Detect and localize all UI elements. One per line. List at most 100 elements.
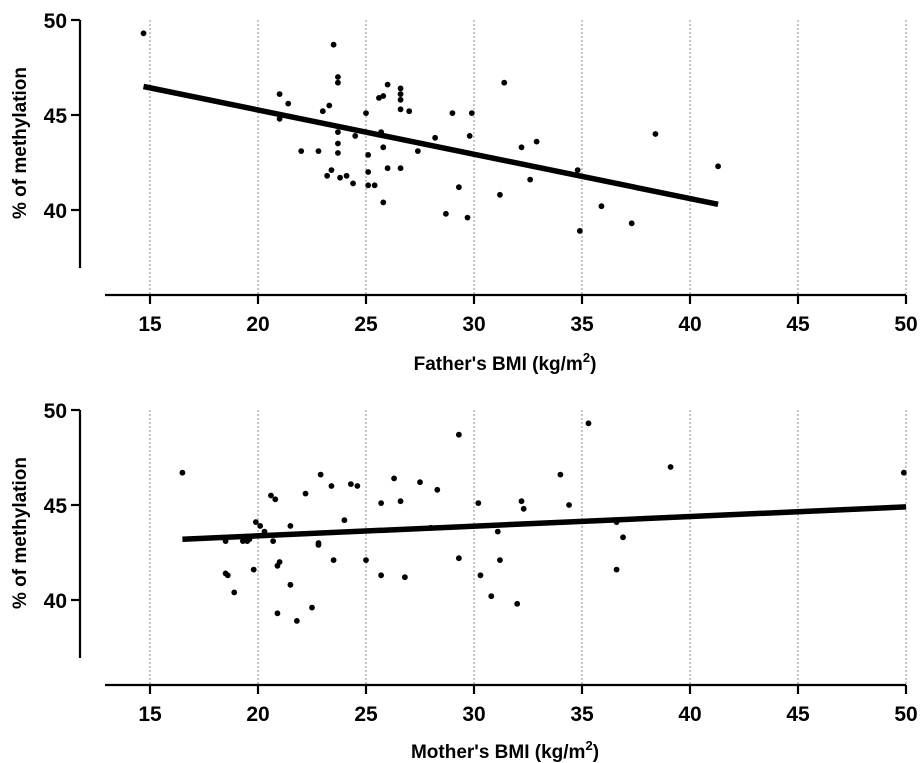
chart-father-bmi: 40 45 50 15 20 25 30 35 40 45 50 % of methylation… [10,10,918,375]
data-point [365,152,372,158]
data-point [341,517,348,524]
data-point [250,566,257,573]
data-point [371,182,378,189]
x-tick-label: 45 [786,703,810,726]
x-tick-label: 50 [894,703,917,726]
y-tick-label: 45 [44,495,68,518]
data-point [335,140,341,147]
data-point [326,102,333,109]
data-point [330,557,337,563]
data-point [477,572,484,579]
data-point [270,538,277,544]
data-point [335,150,341,156]
data-point [466,133,473,139]
data-point [518,144,525,151]
y-axis-label-bottom: % of methylation [10,457,31,609]
data-point [376,95,382,101]
data-point [397,165,404,172]
data-point [140,30,147,37]
data-point [268,492,274,499]
x-axis-label-top: Father's BMI (kg/m2) [414,350,597,375]
data-point [397,498,404,505]
x-tick-label: 35 [570,313,594,336]
x-tick-label: 40 [678,703,701,726]
data-point [324,172,331,179]
data-point [497,191,503,198]
data-point [317,471,324,478]
data-point [514,600,521,607]
data-point [443,210,449,217]
data-point [315,148,322,155]
data-point [518,498,525,505]
data-point [391,475,397,482]
data-point [335,74,341,80]
x-tick-label: 30 [462,313,485,336]
data-point [257,523,264,529]
data-point [224,572,231,579]
data-point [434,486,441,493]
data-point [455,431,462,438]
data-point [475,500,482,506]
data-point [397,85,404,92]
data-point [252,519,259,525]
data-point [620,534,626,541]
data-point [468,110,475,116]
x-tick-label: 50 [894,313,917,336]
data-point [350,180,356,187]
data-point [276,91,283,97]
data-point [276,559,283,565]
data-point [449,110,456,116]
data-point [298,148,305,155]
data-point [287,581,294,588]
data-point [417,479,423,486]
data-point [309,604,315,611]
data-point [576,228,583,234]
y-tick-label: 40 [44,590,67,613]
x-tick-label: 35 [570,703,594,726]
data-point [231,589,238,596]
data-point [574,167,581,174]
y-ticks-bottom: 40 45 50 [44,400,80,613]
grid-bottom [149,410,907,685]
data-point [401,574,408,581]
data-point [667,464,674,470]
data-point [494,528,501,535]
points-top [140,30,721,234]
data-point [455,184,462,191]
x-tick-label: 25 [354,313,378,336]
data-point [335,79,341,86]
data-point [272,496,279,503]
data-point [488,593,495,600]
data-point [354,483,361,489]
data-point [397,96,404,103]
x-ticks-top: 15 20 25 30 35 40 45 50 [138,295,918,336]
data-point [414,148,421,155]
data-point [337,174,343,181]
data-point [347,481,354,487]
data-point [285,100,292,107]
data-point [293,618,300,624]
y-tick-label: 50 [44,400,67,423]
chart-mother-bmi: 40 45 50 15 20 25 30 35 40 45 50 % of methylation… [10,400,918,763]
data-point [432,134,439,141]
data-point [363,557,369,563]
data-point [900,469,907,476]
data-point [378,500,385,506]
data-point [343,172,350,179]
y-tick-label: 45 [44,105,68,128]
y-tick-label: 50 [44,10,67,33]
grid-top [149,20,907,295]
data-point [328,167,335,174]
data-point [520,505,527,512]
data-point [380,144,387,151]
x-tick-label: 25 [354,703,378,726]
data-point [497,557,503,563]
data-point [302,490,309,497]
data-point [352,133,359,139]
data-point [501,79,508,86]
x-tick-label: 40 [678,313,701,336]
data-point [613,566,620,573]
x-ticks-bottom: 15 20 25 30 35 40 45 50 [138,685,918,726]
data-point [566,502,572,508]
